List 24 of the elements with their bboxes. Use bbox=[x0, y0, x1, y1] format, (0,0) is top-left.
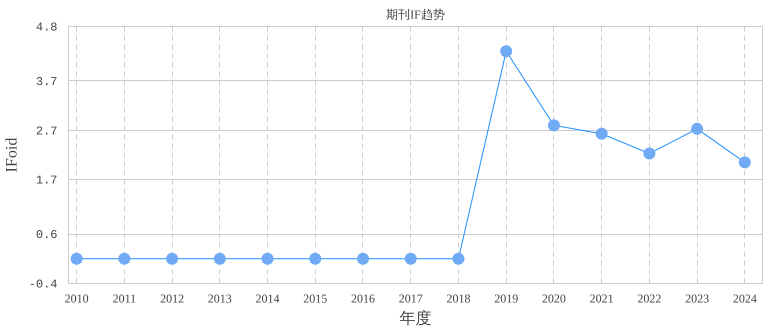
x-tick-label: 2012 bbox=[160, 292, 184, 306]
y-tick-label: 1.7 bbox=[36, 174, 58, 188]
x-tick-label: 2020 bbox=[542, 292, 566, 306]
x-tick-label: 2023 bbox=[685, 292, 710, 306]
x-tick-label: 2016 bbox=[350, 292, 375, 306]
y-tick-label: 0.6 bbox=[36, 228, 58, 242]
x-tick-label: 2019 bbox=[494, 292, 518, 306]
x-tick-label: 2021 bbox=[590, 292, 614, 306]
y-tick-label: -0.4 bbox=[28, 278, 58, 292]
x-tick-label: 2024 bbox=[732, 292, 757, 306]
x-tick-label: 2022 bbox=[637, 292, 662, 306]
y-tick-label: 4.8 bbox=[36, 20, 58, 34]
y-axis-title: IFoid bbox=[4, 138, 21, 172]
y-tick-label: 2.7 bbox=[36, 124, 58, 138]
x-tick-label: 2018 bbox=[446, 292, 470, 306]
y-tick-label: 3.7 bbox=[36, 74, 58, 89]
x-tick-label: 2011 bbox=[112, 292, 136, 306]
x-tick-label: 2017 bbox=[398, 292, 423, 306]
x-tick-label: 2015 bbox=[303, 292, 328, 306]
chart-title: 期刊IF趋势 bbox=[386, 8, 445, 22]
x-tick-label: 2013 bbox=[208, 292, 232, 306]
x-tick-label: 2010 bbox=[64, 292, 89, 306]
x-axis-title: 年度 bbox=[400, 310, 432, 328]
x-tick-label: 2014 bbox=[256, 292, 280, 306]
